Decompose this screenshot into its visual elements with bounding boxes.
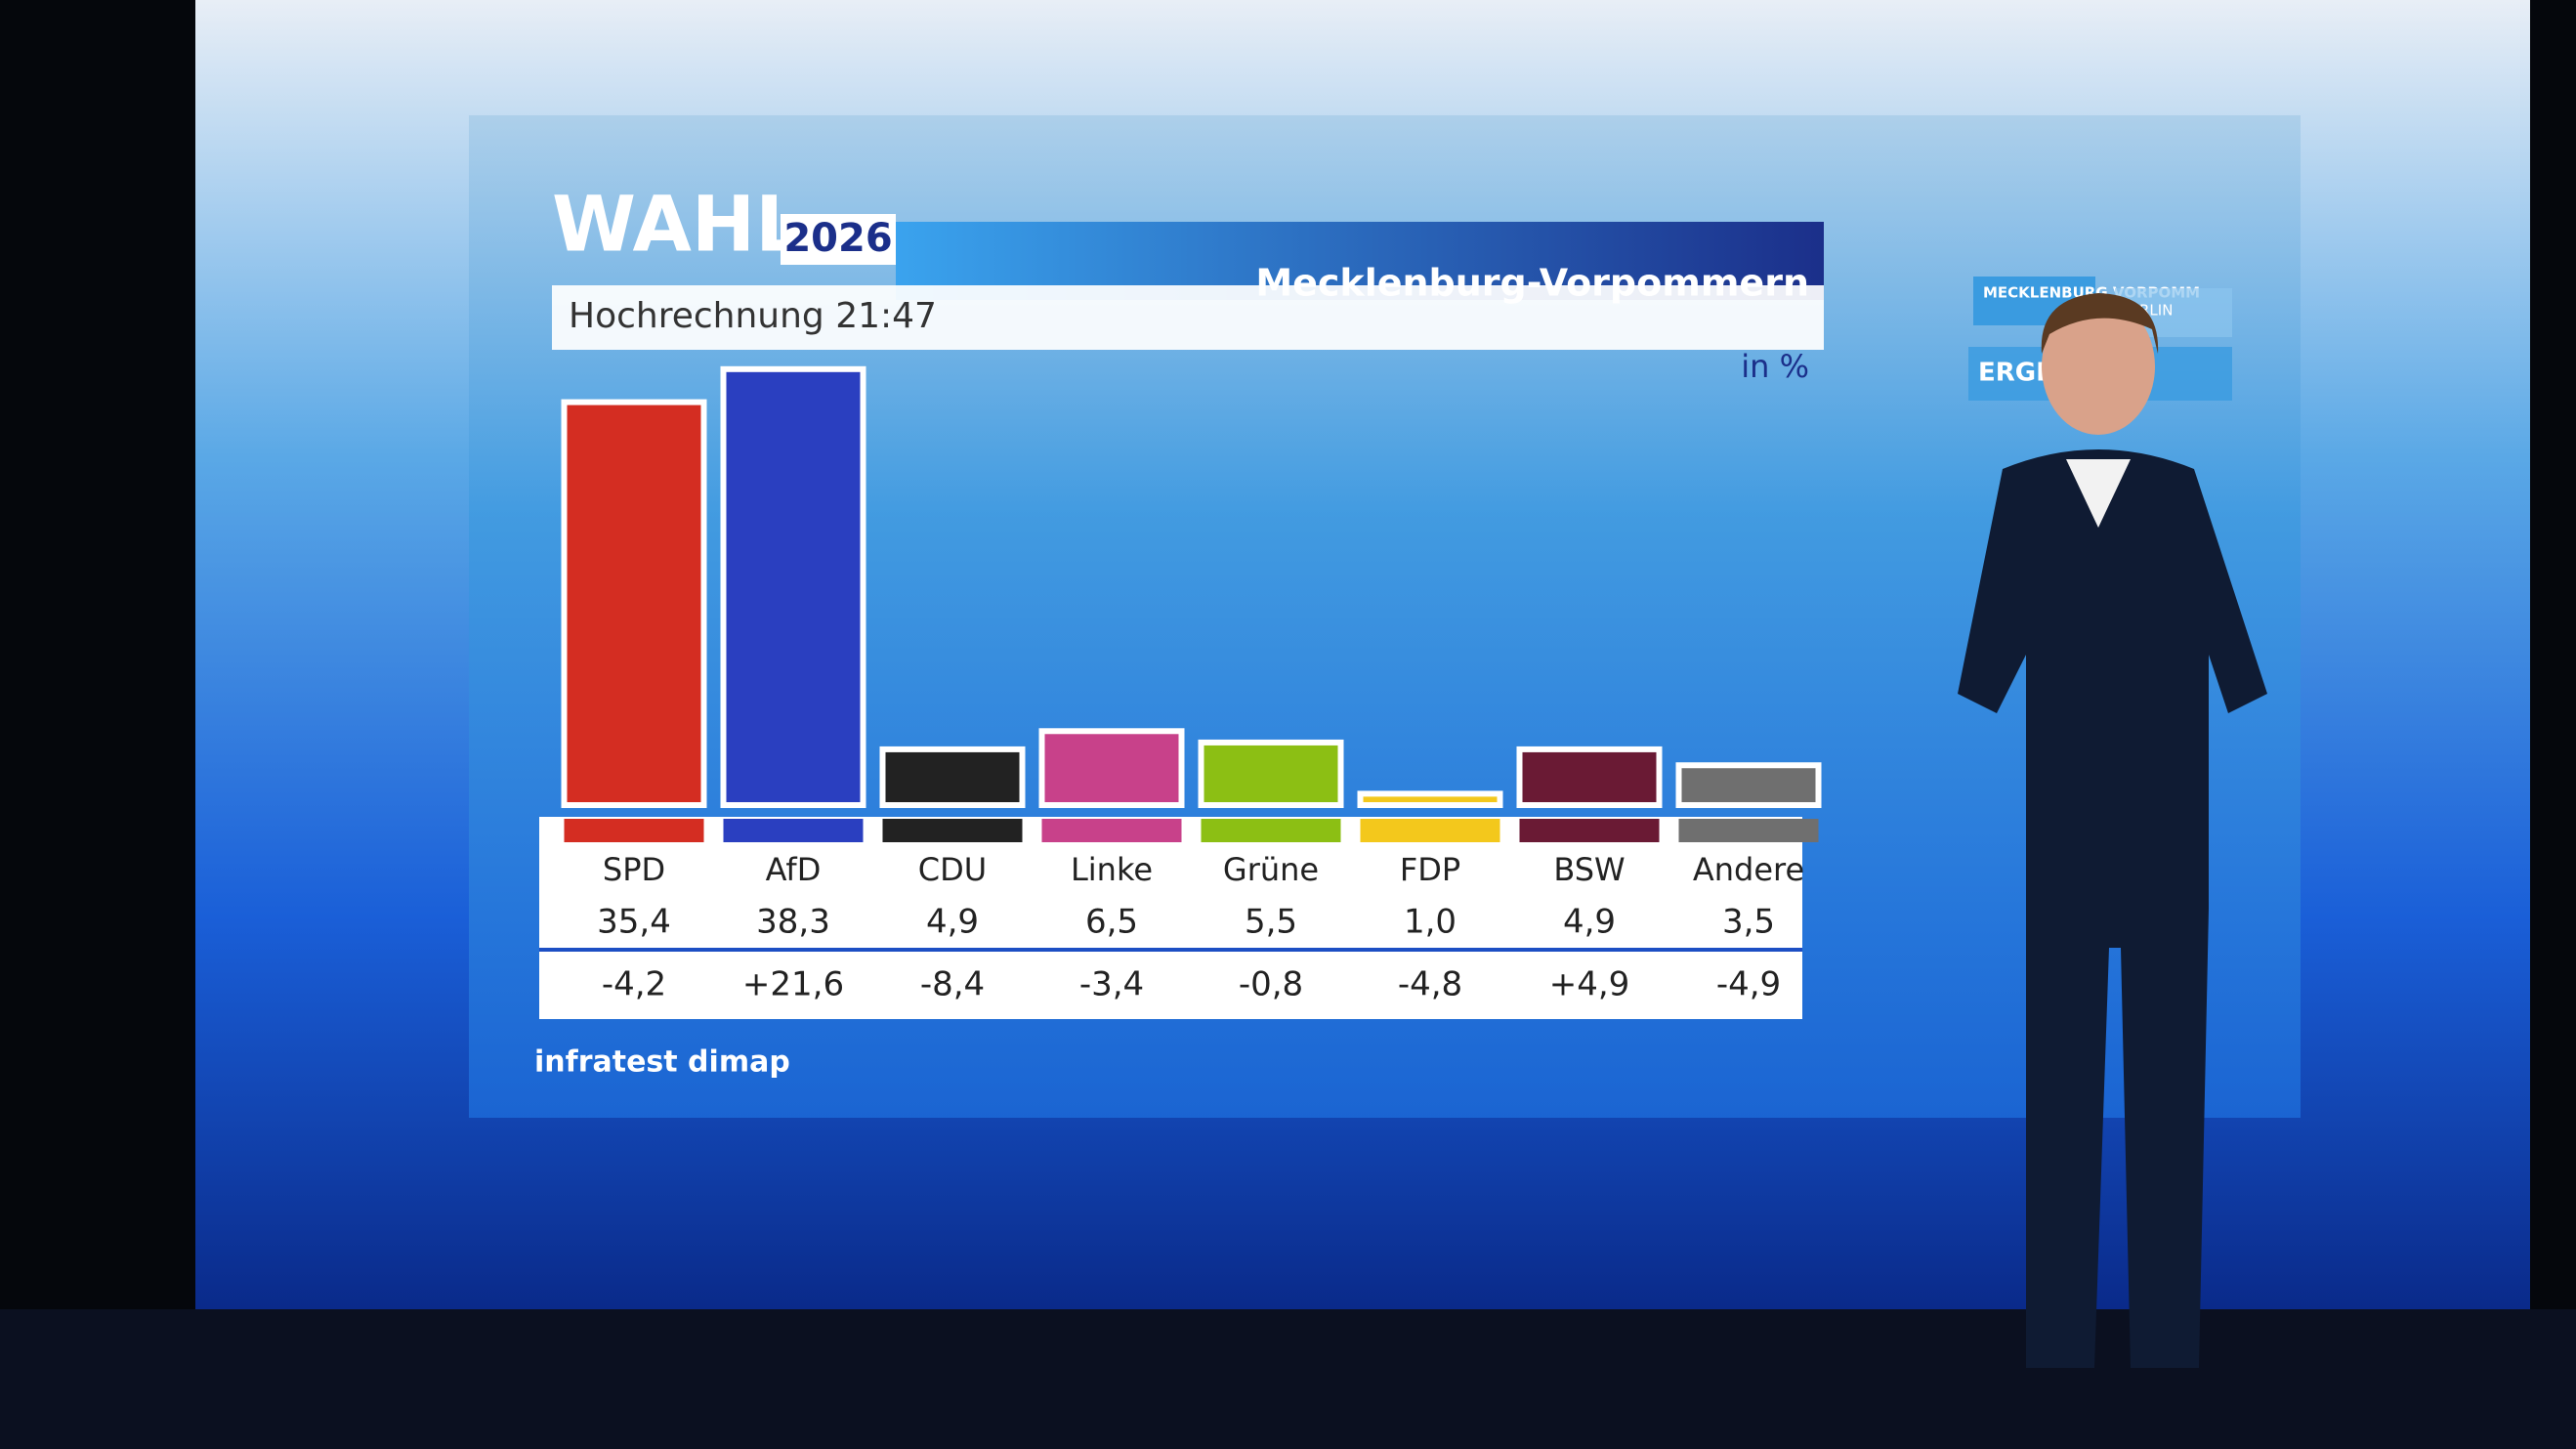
bar	[1357, 790, 1503, 808]
brand: WAHL	[552, 181, 804, 269]
change-label: -3,4	[1079, 965, 1144, 1004]
color-strip	[564, 819, 704, 842]
color-strip	[1360, 819, 1500, 842]
side-tab-label: ERGE	[1978, 359, 2053, 388]
bar	[1675, 762, 1822, 808]
change-label: -4,9	[1716, 965, 1781, 1004]
change-label: -0,8	[1239, 965, 1303, 1004]
category-label: AfD	[766, 851, 822, 888]
change-label: -8,4	[920, 965, 985, 1004]
table	[539, 817, 1802, 1019]
bar	[720, 365, 866, 808]
change-label: +4,9	[1549, 965, 1630, 1004]
category-label: Andere	[1693, 851, 1804, 888]
value-label: 3,5	[1722, 903, 1775, 942]
subheader-bar	[552, 285, 1824, 350]
category-label: Grüne	[1223, 851, 1319, 888]
bar	[879, 746, 1026, 808]
category-label: SPD	[603, 851, 665, 888]
change-label: +21,6	[742, 965, 844, 1004]
chart-title: Hochrechnung 21:47	[569, 296, 937, 336]
color-strip	[1519, 819, 1660, 842]
category-label: CDU	[918, 851, 987, 888]
source: infratest dimap	[534, 1045, 790, 1080]
value-label: 4,9	[926, 903, 979, 942]
value-label: 35,4	[597, 903, 671, 942]
color-strip	[882, 819, 1023, 842]
year: 2026	[783, 216, 892, 261]
presenter	[1958, 293, 2267, 1368]
category-label: Linke	[1071, 851, 1153, 888]
unit-label: in %	[1741, 348, 1809, 385]
value-label: 5,5	[1245, 903, 1297, 942]
bar	[1198, 739, 1344, 808]
bar	[561, 399, 707, 808]
change-label: -4,8	[1398, 965, 1462, 1004]
value-label: 6,5	[1085, 903, 1138, 942]
value-label: 4,9	[1563, 903, 1616, 942]
bar	[1038, 728, 1185, 809]
bar	[1516, 746, 1663, 808]
year-box	[781, 214, 896, 265]
color-strip	[1041, 819, 1182, 842]
region: Mecklenburg-Vorpommern	[1255, 262, 1809, 305]
change-label: -4,2	[602, 965, 666, 1004]
color-strip	[723, 819, 864, 842]
category-label: FDP	[1400, 851, 1460, 888]
value-label: 38,3	[756, 903, 830, 942]
color-strip	[1201, 819, 1341, 842]
category-label: BSW	[1553, 851, 1625, 888]
color-strip	[1678, 819, 1819, 842]
value-label: 1,0	[1404, 903, 1457, 942]
